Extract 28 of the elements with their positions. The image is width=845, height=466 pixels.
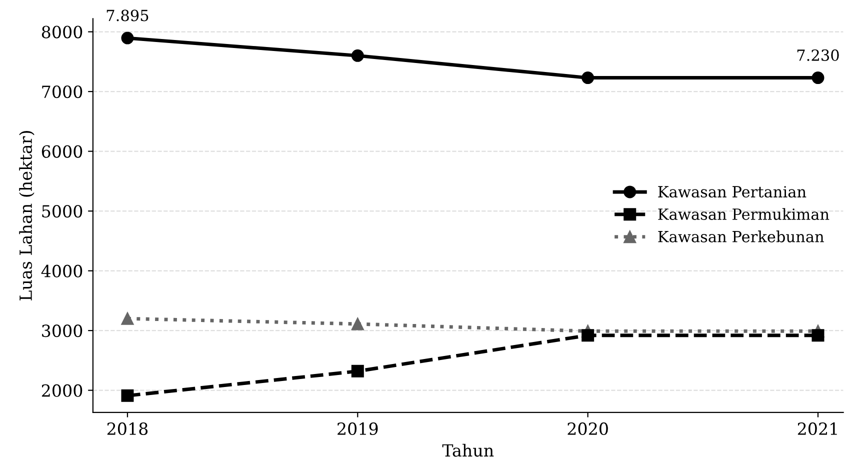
annotation: 7.895 [106,10,148,22]
point [812,72,824,84]
point [351,49,364,62]
y-tick-label: 5000 [42,205,82,218]
x-tick-label: 2020 [568,422,608,436]
point [351,364,364,378]
x-tick-label: 2021 [798,422,837,436]
point [582,329,594,342]
x-tick-label: 2018 [107,422,148,436]
point [812,329,824,342]
x-axis-title: Tahun [442,444,494,457]
y-axis-title: Luas Lahan (hektar) [19,131,34,300]
point [121,312,134,325]
annotation: 7.230 [797,49,839,61]
legend-label: Kawasan Perkebunan [658,230,824,242]
legend-label: Kawasan Pertanian [658,186,806,198]
x-tick-label: 2019 [338,422,378,436]
y-tick-label: 2000 [42,384,82,397]
y-tick-label: 8000 [42,26,82,38]
y-tick-label: 3000 [42,324,82,338]
y-tick-label: 6000 [42,145,82,158]
y-tick-label: 7000 [42,86,82,98]
point [582,72,594,84]
point [351,318,364,330]
point [121,32,134,44]
y-tick-label: 4000 [41,264,82,278]
point [121,389,134,402]
legend-label: Kawasan Permukiman [658,208,830,220]
